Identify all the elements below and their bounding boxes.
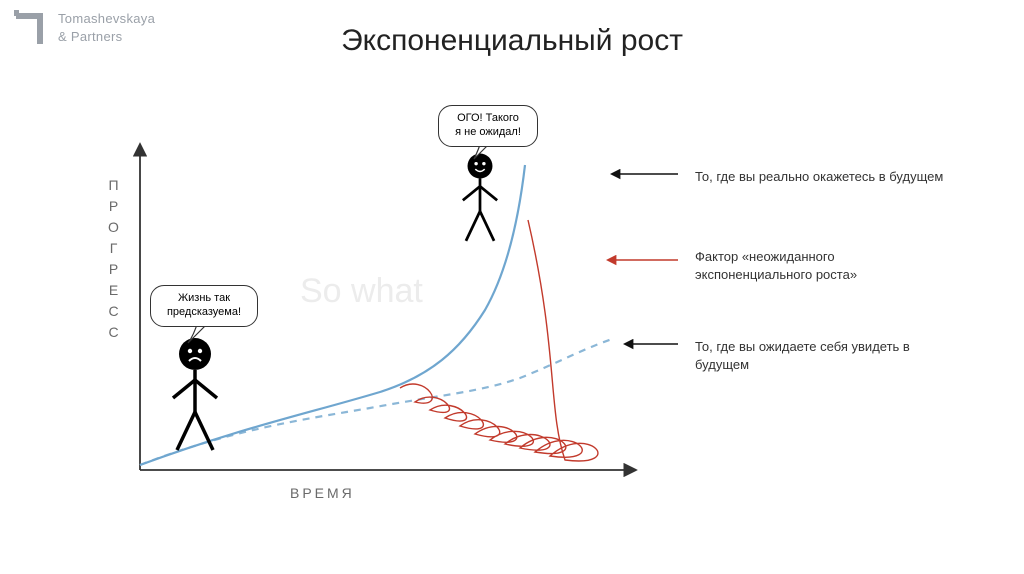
bubble-left-line1: Жизнь так (161, 292, 247, 306)
bubble-left-line2: предсказуема! (161, 306, 247, 320)
speech-bubble-left: Жизнь так предсказуема! (150, 285, 258, 327)
slide: Tomashevskaya & Partners Экспоненциальны… (0, 0, 1024, 574)
speech-bubble-top: ОГО! Такого я не ожидал! (438, 105, 538, 147)
bubble-top-line2: я не ожидал! (449, 126, 527, 140)
stick-figure-top (463, 154, 497, 241)
annotation-factor: Фактор «неожиданного экспоненциального р… (695, 248, 955, 283)
spring-curve (400, 220, 598, 461)
slide-title: Экспоненциальный рост (0, 24, 1024, 58)
chart: ПРОГРЕСС ВРЕМЯ (80, 110, 960, 530)
annotation-actual-future: То, где вы реально окажетесь в будущем (695, 168, 943, 186)
annotation-expected-future: То, где вы ожидаете себя увидеть в будущ… (695, 338, 960, 373)
stick-figure-left (173, 338, 217, 450)
bubble-top-line1: ОГО! Такого (449, 112, 527, 126)
